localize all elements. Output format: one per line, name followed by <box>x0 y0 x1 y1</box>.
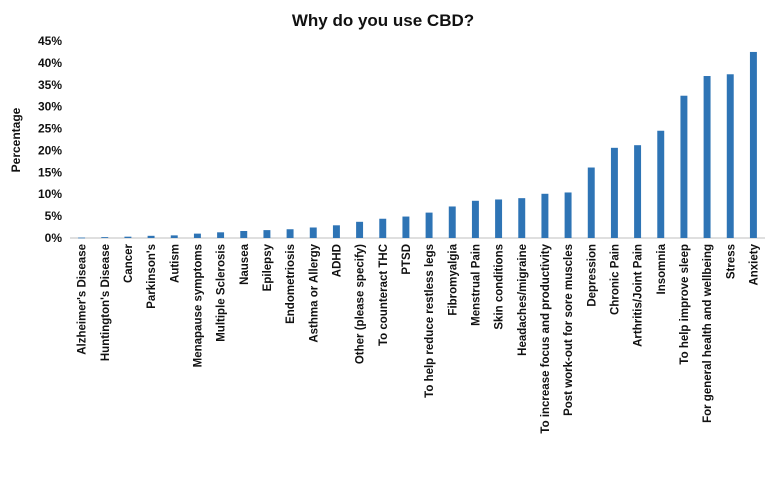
x-tick-label: For general health and wellbeing <box>702 244 714 423</box>
bar <box>541 193 549 238</box>
bar <box>101 237 109 238</box>
x-tick-label: Chronic Pain <box>609 244 621 315</box>
bar <box>657 130 665 238</box>
bar <box>356 221 364 238</box>
bar <box>193 233 201 238</box>
bar <box>425 212 433 238</box>
x-tick-label: Post work-out for sore muscles <box>563 244 575 416</box>
x-tick-label: Skin conditions <box>494 244 506 330</box>
bar <box>634 145 642 238</box>
bar <box>495 199 503 238</box>
bar <box>332 225 340 238</box>
x-tick-label: To help reduce restless legs <box>424 244 436 398</box>
x-tick-label: Epilepsy <box>262 243 274 291</box>
bar <box>402 216 410 238</box>
bar <box>147 235 155 238</box>
bar <box>703 76 711 239</box>
bar <box>680 95 688 238</box>
x-tick-label: Parkinson's <box>146 244 158 309</box>
x-tick-label: Cancer <box>123 243 135 283</box>
bar <box>726 74 734 238</box>
bar <box>170 235 178 238</box>
x-tick-label: Fibromyalgia <box>447 243 459 315</box>
bar <box>448 206 456 238</box>
x-tick-label: Alzheimer's Disease <box>77 244 89 355</box>
x-tick-label: Asthma or Allergy <box>308 243 320 342</box>
bar <box>471 200 479 238</box>
y-tick-label: 20% <box>38 143 62 157</box>
bars <box>78 51 757 239</box>
y-tick-label: 5% <box>45 209 63 223</box>
x-tick-label: PTSD <box>401 244 413 275</box>
y-tick-label: 35% <box>38 78 62 92</box>
bar <box>124 236 132 238</box>
chart-title: Why do you use CBD? <box>292 11 474 30</box>
x-tick-label: Menstrual Pain <box>470 244 482 326</box>
bar <box>263 230 271 238</box>
x-tick-label: To help improve sleep <box>679 244 691 365</box>
x-tick-label: Nausea <box>239 243 251 285</box>
y-axis-label: Percentage <box>9 107 23 172</box>
bar <box>240 230 248 238</box>
x-tick-label: Stress <box>725 244 737 279</box>
bar <box>564 192 572 238</box>
y-tick-label: 45% <box>38 34 62 48</box>
y-axis-ticks: 0% 5% 10% 15% 20% 25% 30% 35% 40% 45% <box>38 34 62 245</box>
x-tick-label: Autism <box>169 244 181 283</box>
bar <box>78 237 86 239</box>
bar <box>217 232 225 238</box>
x-tick-label: Insomnia <box>656 243 668 294</box>
x-axis-labels: Alzheimer's Disease Huntington's Disease C… <box>77 243 761 433</box>
x-tick-label: Huntington's Disease <box>100 244 112 361</box>
y-tick-label: 30% <box>38 100 62 114</box>
bar <box>518 198 526 238</box>
x-tick-label: Arthritis/Joint Pain <box>633 244 645 347</box>
x-tick-label: Headaches/migraine <box>517 244 529 356</box>
y-tick-label: 0% <box>45 231 63 245</box>
y-tick-label: 40% <box>38 56 62 70</box>
x-tick-label: Other (please specify) <box>355 244 367 364</box>
x-tick-label: To increase focus and productivity <box>540 243 552 433</box>
bar <box>610 147 618 238</box>
x-tick-label: Endometriosis <box>285 244 297 324</box>
x-tick-label: Depression <box>586 244 598 307</box>
x-tick-label: Menapause symptoms <box>192 244 204 367</box>
bar <box>309 227 317 238</box>
y-tick-label: 25% <box>38 122 62 136</box>
bar <box>587 167 595 238</box>
bar <box>749 51 757 238</box>
x-tick-label: Multiple Sclerosis <box>216 244 228 342</box>
bar <box>379 218 387 238</box>
y-tick-label: 10% <box>38 187 62 201</box>
bar <box>286 229 294 238</box>
x-tick-label: Anxiety <box>748 243 760 285</box>
x-tick-label: To counteract THC <box>378 244 390 346</box>
x-tick-label: ADHD <box>331 244 343 277</box>
y-tick-label: 15% <box>38 165 62 179</box>
